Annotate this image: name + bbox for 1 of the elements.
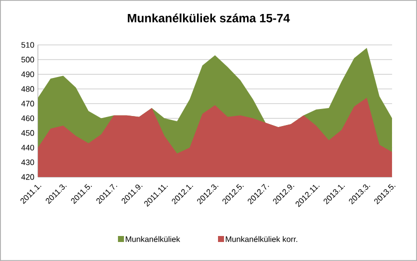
chart-title: Munkanélküliek száma 15-74 xyxy=(128,13,290,22)
